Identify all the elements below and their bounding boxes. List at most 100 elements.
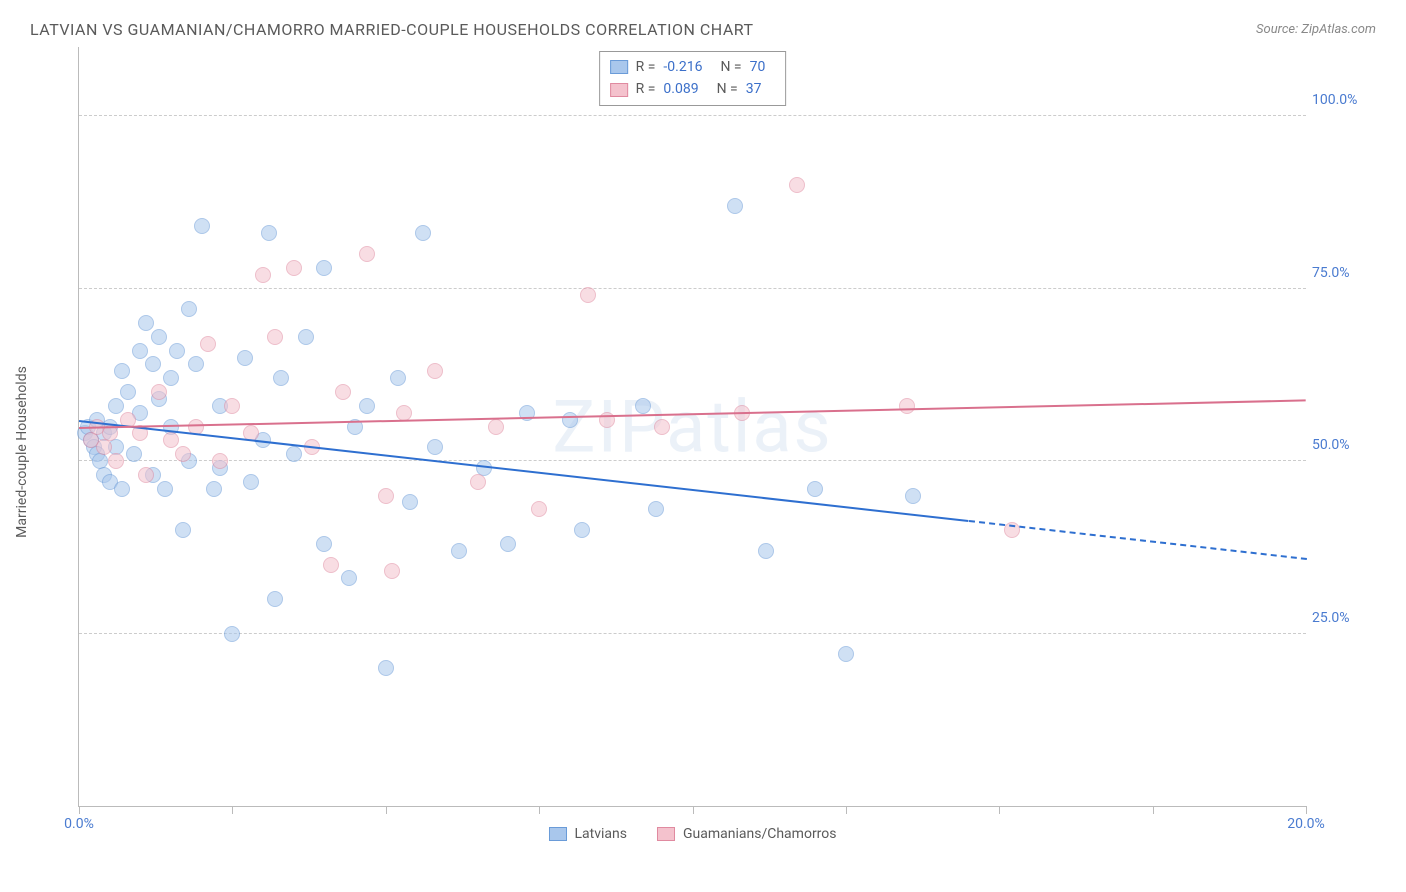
legend-r-value: -0.216 — [663, 56, 702, 78]
data-point — [838, 646, 854, 662]
data-point — [145, 356, 161, 372]
data-point — [384, 563, 400, 579]
data-point — [758, 543, 774, 559]
data-point — [108, 398, 124, 414]
x-tick-label: 20.0% — [1287, 816, 1325, 832]
y-tick-label: 50.0% — [1312, 437, 1368, 453]
data-point — [427, 439, 443, 455]
legend-row: R = -0.216N = 70 — [610, 56, 776, 78]
data-point — [378, 660, 394, 676]
data-point — [151, 329, 167, 345]
series-legend: Latvians Guamanians/Chamorros — [548, 826, 836, 842]
data-point — [378, 488, 394, 504]
data-point — [286, 260, 302, 276]
data-point — [126, 446, 142, 462]
data-point — [286, 446, 302, 462]
data-point — [341, 570, 357, 586]
data-point — [237, 350, 253, 366]
data-point — [169, 343, 185, 359]
data-point — [789, 177, 805, 193]
data-point — [138, 467, 154, 483]
data-point — [138, 315, 154, 331]
data-point — [654, 419, 670, 435]
data-point — [108, 453, 124, 469]
gridline — [79, 460, 1306, 461]
legend-n-label: N = — [720, 56, 741, 78]
data-point — [316, 260, 332, 276]
data-point — [261, 225, 277, 241]
legend-item: Guamanians/Chamorros — [657, 826, 837, 842]
data-point — [727, 198, 743, 214]
data-point — [562, 412, 578, 428]
x-tick — [232, 806, 233, 814]
data-point — [132, 343, 148, 359]
legend-item: Latvians — [548, 826, 627, 842]
data-point — [359, 398, 375, 414]
data-point — [359, 246, 375, 262]
watermark: ZIPatlas — [552, 384, 832, 469]
plot-area: ZIPatlas R = -0.216N = 70R = 0.089N = 37… — [78, 47, 1306, 807]
data-point — [200, 336, 216, 352]
x-tick — [386, 806, 387, 814]
x-tick — [999, 806, 1000, 814]
x-tick — [846, 806, 847, 814]
x-tick-label: 0.0% — [64, 816, 94, 832]
data-point — [427, 363, 443, 379]
data-point — [243, 474, 259, 490]
data-point — [807, 481, 823, 497]
data-point — [212, 453, 228, 469]
chart-title: LATVIAN VS GUAMANIAN/CHAMORRO MARRIED-CO… — [30, 20, 754, 39]
y-tick-label: 25.0% — [1312, 610, 1368, 626]
data-point — [206, 481, 222, 497]
legend-label: Latvians — [574, 826, 627, 842]
data-point — [899, 398, 915, 414]
data-point — [390, 370, 406, 386]
data-point — [500, 536, 516, 552]
x-tick — [1153, 806, 1154, 814]
legend-n-value: 37 — [746, 78, 762, 100]
legend-swatch — [548, 827, 566, 841]
data-point — [175, 522, 191, 538]
trend-line — [79, 399, 1306, 429]
legend-row: R = 0.089N = 37 — [610, 78, 776, 100]
gridline — [79, 633, 1306, 634]
source-attribution: Source: ZipAtlas.com — [1256, 22, 1376, 37]
data-point — [181, 301, 197, 317]
data-point — [470, 474, 486, 490]
x-tick — [693, 806, 694, 814]
gridline — [79, 288, 1306, 289]
gridline — [79, 115, 1306, 116]
data-point — [194, 218, 210, 234]
data-point — [273, 370, 289, 386]
correlation-legend: R = -0.216N = 70R = 0.089N = 37 — [599, 51, 787, 106]
data-point — [188, 356, 204, 372]
data-point — [267, 329, 283, 345]
legend-swatch — [610, 60, 628, 74]
data-point — [402, 494, 418, 510]
header: LATVIAN VS GUAMANIAN/CHAMORRO MARRIED-CO… — [30, 20, 1376, 39]
x-tick — [1306, 806, 1307, 814]
data-point — [224, 626, 240, 642]
data-point — [488, 419, 504, 435]
data-point — [451, 543, 467, 559]
legend-r-value: 0.089 — [663, 78, 698, 100]
data-point — [323, 557, 339, 573]
data-point — [255, 267, 271, 283]
data-point — [905, 488, 921, 504]
data-point — [335, 384, 351, 400]
data-point — [163, 432, 179, 448]
data-point — [298, 329, 314, 345]
data-point — [580, 287, 596, 303]
legend-swatch — [610, 83, 628, 97]
data-point — [635, 398, 651, 414]
data-point — [648, 501, 664, 517]
data-point — [175, 446, 191, 462]
data-point — [316, 536, 332, 552]
legend-swatch — [657, 827, 675, 841]
data-point — [151, 384, 167, 400]
data-point — [96, 439, 112, 455]
legend-r-label: R = — [636, 56, 656, 78]
x-tick — [79, 806, 80, 814]
y-tick-label: 75.0% — [1312, 265, 1368, 281]
chart-container: LATVIAN VS GUAMANIAN/CHAMORRO MARRIED-CO… — [0, 0, 1406, 892]
